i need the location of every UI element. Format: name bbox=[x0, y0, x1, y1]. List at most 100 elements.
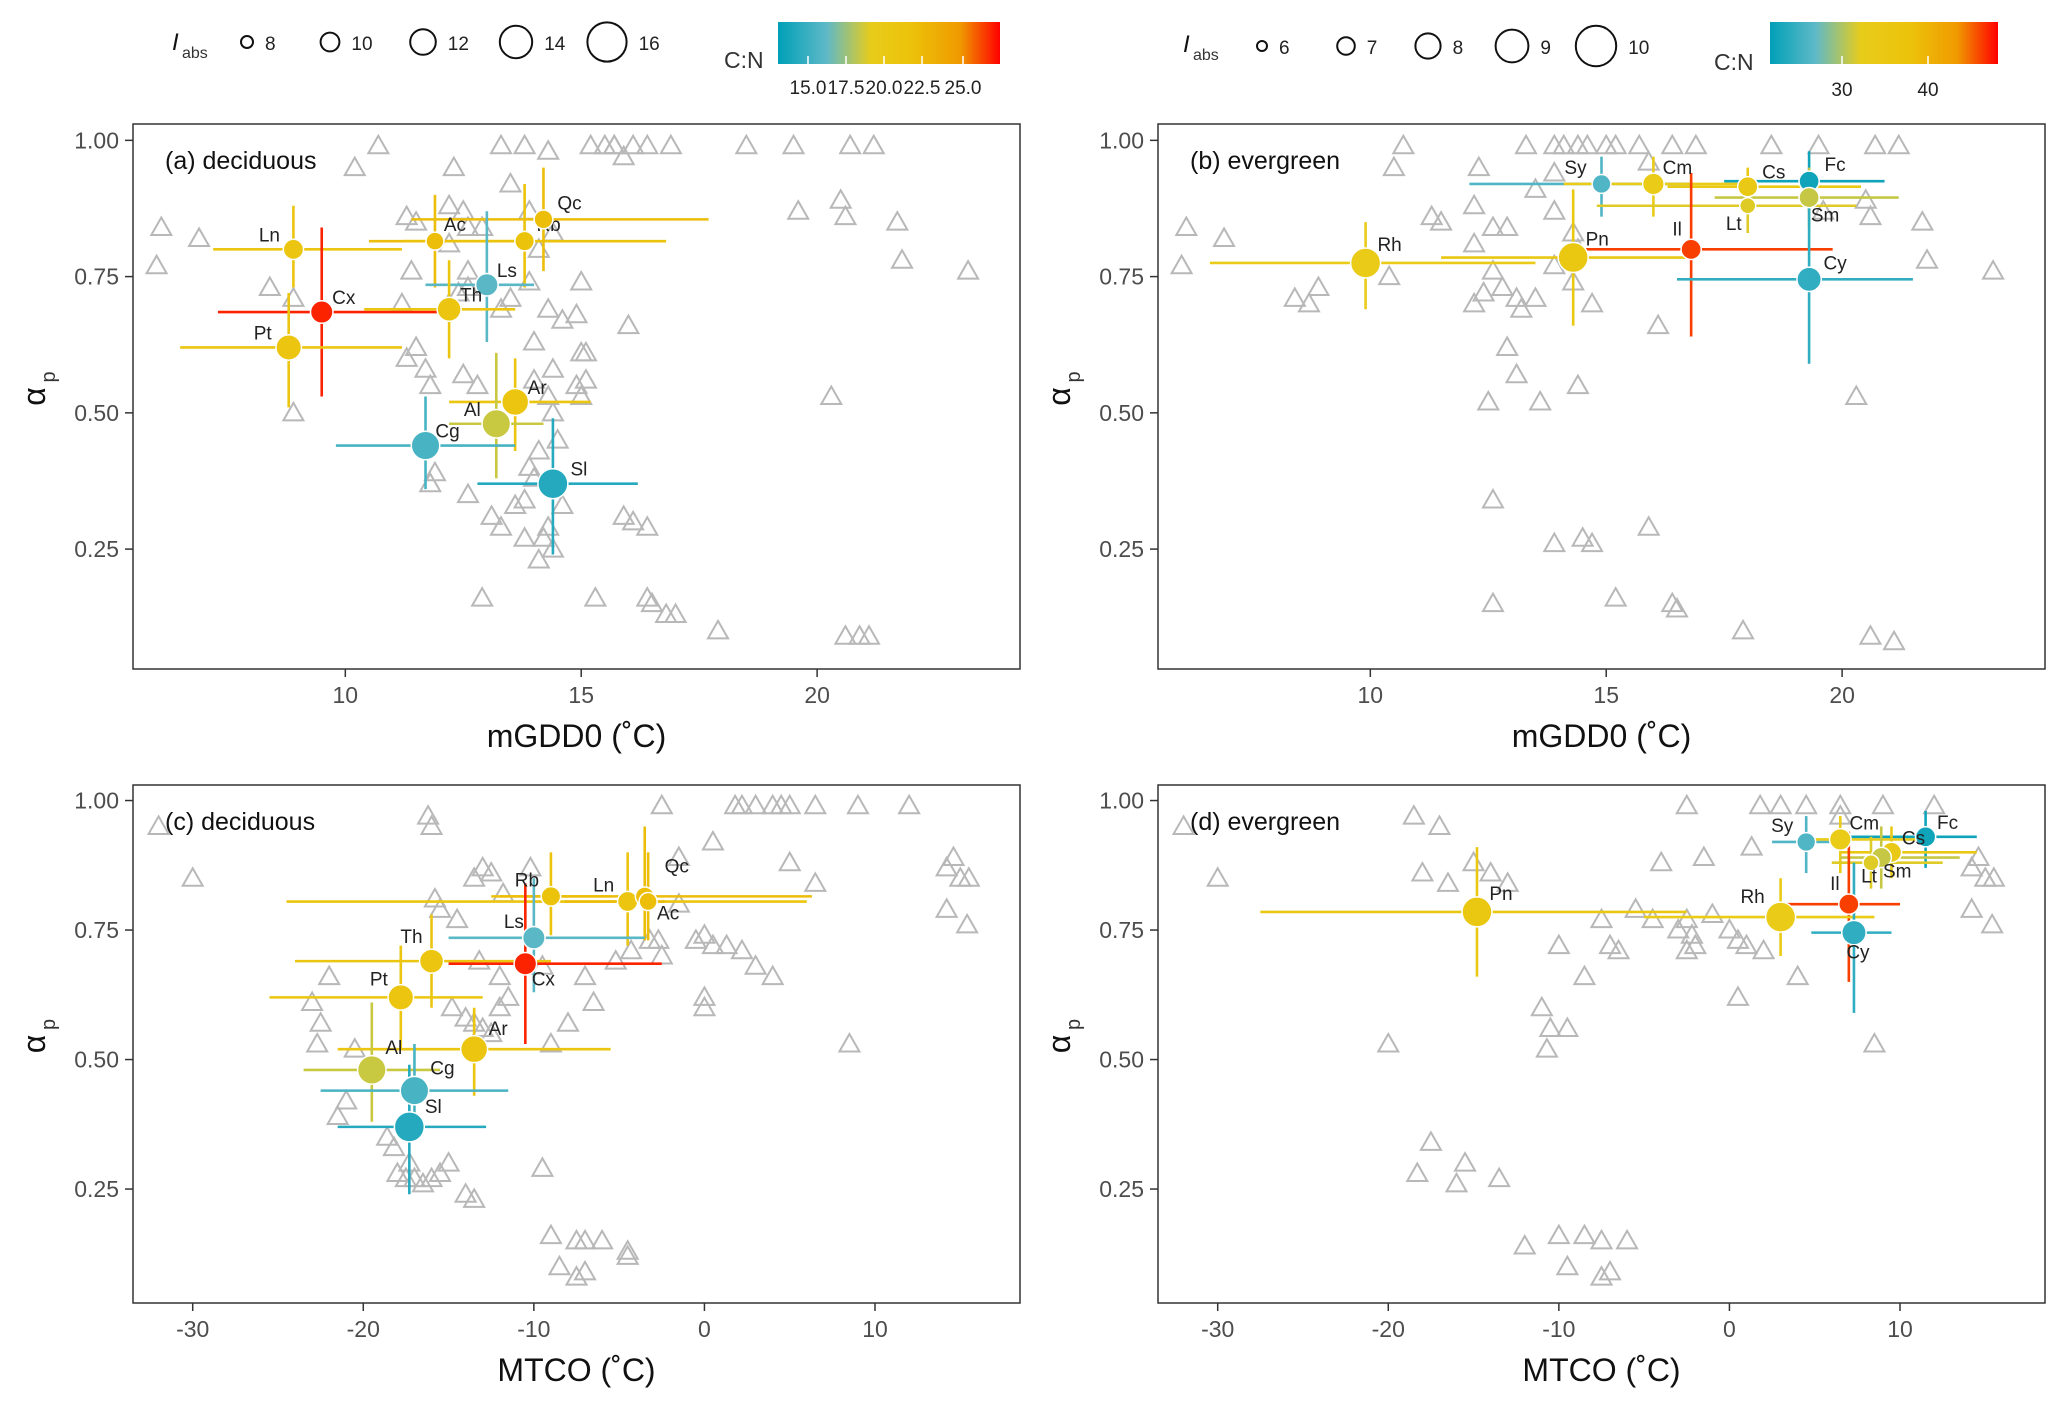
background-site-triangle bbox=[1528, 389, 1552, 411]
x-tick-label: 10 bbox=[1887, 1316, 1913, 1342]
x-axis-title: MTCO (˚C) bbox=[497, 1352, 655, 1388]
background-site-triangle bbox=[635, 586, 659, 607]
background-site-triangle bbox=[1555, 1254, 1580, 1276]
x-axis-title: mGDD0 (˚C) bbox=[1512, 718, 1692, 754]
background-site-triangle bbox=[1174, 215, 1199, 237]
background-site-triangle bbox=[419, 814, 444, 835]
background-site-triangle bbox=[734, 133, 759, 155]
background-site-triangle bbox=[730, 938, 754, 960]
background-site-triangle bbox=[1858, 204, 1883, 226]
background-site-triangle bbox=[453, 1182, 478, 1203]
legend-left-color-title: C:N bbox=[724, 47, 764, 73]
y-axis-title-sub: p bbox=[38, 1019, 60, 1030]
legend-right-colorbar bbox=[1770, 22, 1998, 64]
background-site-triangle bbox=[1523, 286, 1548, 307]
background-site-triangle bbox=[1481, 215, 1505, 237]
background-site-triangle bbox=[418, 373, 442, 395]
legend-left-colorbar bbox=[778, 22, 1000, 64]
species-point-Il bbox=[1837, 893, 1860, 915]
species-point-Pt bbox=[387, 983, 415, 1011]
x-tick-label: 0 bbox=[698, 1316, 711, 1342]
species-label-Rb: Rb bbox=[515, 870, 539, 891]
background-site-triangle bbox=[1589, 907, 1614, 929]
background-site-triangle bbox=[1495, 215, 1519, 237]
legend-left: I abs 8 10 12 14 16 C:N 15.0 17.5 20.0 22.5 25.0 bbox=[172, 21, 1000, 99]
species-point-Ls bbox=[521, 925, 546, 950]
background-site-triangle bbox=[640, 591, 664, 613]
background-site-triangle bbox=[604, 949, 628, 970]
background-site-triangle bbox=[1598, 933, 1622, 955]
background-site-triangle bbox=[1572, 1223, 1597, 1245]
background-site-triangle bbox=[1530, 995, 1554, 1017]
species-label-Pt: Pt bbox=[370, 969, 389, 990]
y-axis-title: αp bbox=[16, 1019, 60, 1053]
species-label-Qc: Qc bbox=[665, 856, 689, 877]
species-point-Lt bbox=[1739, 197, 1757, 215]
background-site-triangle bbox=[714, 933, 739, 955]
background-site-triangle bbox=[1734, 933, 1759, 955]
background-site-triangle bbox=[1467, 155, 1491, 177]
background-site-triangle bbox=[1566, 373, 1590, 395]
species-point-Ar bbox=[459, 1034, 489, 1064]
background-site-triangle bbox=[1858, 624, 1883, 645]
species-point-Cx bbox=[513, 951, 538, 976]
background-site-triangle bbox=[781, 133, 806, 155]
background-site-triangle bbox=[1806, 133, 1831, 155]
background-site-triangle bbox=[1966, 845, 1991, 867]
background-site-triangle bbox=[1580, 531, 1604, 553]
background-site-triangle bbox=[180, 866, 205, 887]
background-site-triangle bbox=[413, 357, 438, 378]
y-tick-label: 0.25 bbox=[1099, 1176, 1144, 1202]
background-site-triangle bbox=[760, 964, 785, 986]
x-tick-label: 15 bbox=[568, 682, 594, 708]
legend-right-size-title: I bbox=[1183, 31, 1190, 58]
background-site-triangle bbox=[1598, 1259, 1622, 1281]
background-site-triangle bbox=[611, 144, 636, 166]
panel-title: (c) deciduous bbox=[165, 808, 315, 836]
background-site-triangle bbox=[1283, 286, 1307, 307]
background-site-triangle bbox=[308, 1011, 333, 1032]
background-site-triangle bbox=[530, 1156, 555, 1177]
legend-right-size-label: 6 bbox=[1279, 38, 1290, 59]
background-site-triangle bbox=[1615, 1228, 1639, 1250]
species-label-Cg: Cg bbox=[435, 422, 459, 443]
panel-a: 0.25 0.50 0.75 1.00 10 15 20 mGDD0 (˚C) αp (a) de… bbox=[16, 123, 1021, 754]
background-site-triangle bbox=[550, 308, 575, 329]
legend-right-colorbar-label: 30 bbox=[1831, 80, 1852, 101]
background-site-triangle bbox=[445, 907, 469, 929]
species-label-Fc: Fc bbox=[1825, 155, 1846, 176]
x-tick-label: 10 bbox=[333, 682, 359, 708]
background-site-triangle bbox=[512, 488, 537, 509]
background-site-triangle bbox=[743, 954, 768, 975]
y-tick-label: 0.25 bbox=[1099, 536, 1144, 562]
background-site-triangle bbox=[1297, 291, 1321, 313]
background-site-triangle bbox=[1759, 133, 1784, 155]
background-site-triangle bbox=[442, 155, 466, 177]
species-label-Sm: Sm bbox=[1811, 206, 1840, 227]
background-site-triangle bbox=[522, 368, 546, 389]
background-site-triangle bbox=[1542, 161, 1567, 182]
species-label-Ar: Ar bbox=[489, 1019, 509, 1040]
species-point-Rh bbox=[1349, 247, 1382, 279]
background-site-triangle bbox=[512, 526, 537, 547]
background-site-triangle bbox=[1462, 193, 1486, 215]
background-site-triangle bbox=[573, 1259, 597, 1281]
background-site-triangle bbox=[470, 855, 495, 877]
background-site-triangle bbox=[550, 493, 575, 514]
plot-frame bbox=[1157, 784, 2046, 1304]
species-point-Rb bbox=[540, 885, 562, 907]
background-site-triangle bbox=[663, 602, 688, 623]
background-site-triangle bbox=[419, 1166, 444, 1188]
background-site-triangle bbox=[777, 850, 802, 872]
species-label-Ac: Ac bbox=[444, 215, 466, 236]
background-site-triangle bbox=[334, 1088, 358, 1110]
y-tick-label: 1.00 bbox=[1099, 788, 1144, 814]
background-site-triangle bbox=[564, 302, 589, 324]
background-site-triangle bbox=[777, 793, 802, 815]
background-site-triangle bbox=[1589, 1228, 1614, 1250]
background-site-triangle bbox=[862, 133, 886, 155]
background-site-triangle bbox=[1863, 133, 1887, 155]
species-point-Cx bbox=[309, 300, 334, 325]
background-site-triangle bbox=[394, 346, 419, 367]
legend-left-size-circle bbox=[586, 21, 628, 63]
